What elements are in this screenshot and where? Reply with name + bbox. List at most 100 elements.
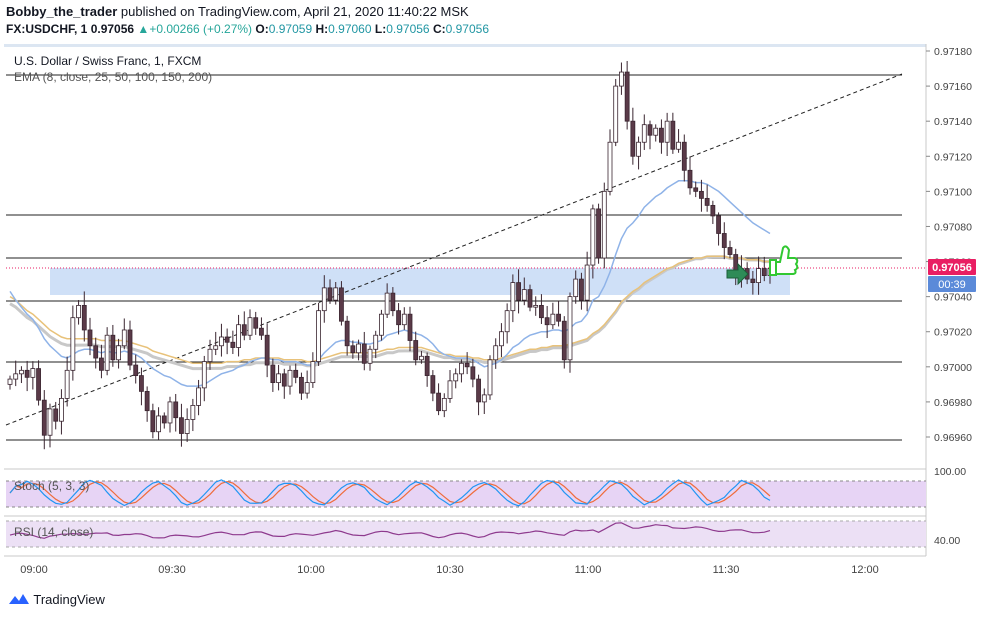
candle-body — [24, 369, 30, 378]
candle-body — [613, 85, 619, 143]
time-tick-label: 09:30 — [158, 564, 186, 576]
candle-body — [521, 289, 527, 301]
candle-body — [316, 310, 321, 362]
candle-body — [190, 405, 196, 420]
price-tick-label: 0.97100 — [934, 186, 972, 198]
stoch-lines — [9, 479, 771, 507]
time-tick-label: 09:00 — [20, 564, 48, 576]
support-zone[interactable] — [50, 268, 790, 295]
candle-body — [116, 345, 121, 361]
candle-body — [59, 397, 64, 422]
price-tick-label: 0.96980 — [934, 397, 972, 409]
candle-body — [499, 331, 504, 347]
candle-body — [699, 190, 704, 199]
candle-body — [601, 190, 607, 259]
horizontal-levels[interactable] — [6, 74, 902, 441]
candle-body — [636, 141, 641, 157]
time-axis[interactable]: 09:00 09:30 10:00 10:30 11:00 11:30 12:00 — [20, 564, 879, 576]
candle-body — [373, 334, 379, 350]
price-tick-label: 0.96960 — [934, 432, 972, 444]
candle-body — [287, 369, 293, 387]
candle-body — [264, 334, 270, 366]
candle-body — [19, 369, 24, 375]
candle-body — [436, 392, 441, 412]
published-text: published on TradingView.com, April 21, … — [120, 4, 469, 19]
candle-body — [110, 334, 116, 361]
candle-body — [333, 287, 339, 301]
rsi-polyline — [9, 522, 771, 539]
brand-text: TradingView — [33, 592, 105, 607]
candle-body — [419, 355, 424, 361]
candle-body — [693, 187, 699, 192]
candle-body — [241, 324, 247, 336]
candle-body — [710, 204, 716, 217]
candle-body — [413, 340, 419, 361]
stoch-legend: Stoch (5, 3, 3) — [14, 479, 89, 493]
candle-body — [367, 348, 373, 364]
candle-body — [619, 71, 624, 87]
candle-body — [64, 369, 70, 399]
candle-body — [81, 305, 87, 331]
candle-body — [304, 382, 310, 394]
close-value: 0.97056 — [445, 22, 490, 36]
author-name[interactable]: Bobby_the_trader — [6, 4, 118, 19]
thumbs-up-icon[interactable] — [769, 245, 799, 276]
price-tick-label: 0.97000 — [934, 362, 972, 374]
candle-body — [516, 282, 521, 301]
candle-body — [139, 375, 144, 392]
rsi-line — [9, 522, 771, 539]
candle-body — [459, 362, 464, 375]
candle-body — [167, 401, 173, 424]
candle-body — [104, 334, 110, 371]
rsi-legend: RSI (14, close) — [14, 525, 93, 539]
price-tick-label: 0.97020 — [934, 327, 972, 339]
candle-body — [447, 380, 453, 399]
time-tick-label: 12:00 — [851, 564, 879, 576]
symbol-label[interactable]: FX:USDCHF, 1 — [6, 22, 88, 36]
candle-body — [424, 355, 430, 376]
candle-body — [173, 401, 179, 419]
candle-body — [579, 278, 584, 301]
candle-body — [247, 317, 253, 336]
candle-body — [401, 313, 407, 326]
candle-body — [533, 305, 539, 308]
candle-body — [550, 313, 556, 326]
high-value: 0.97060 — [328, 22, 372, 36]
arrow-right-icon[interactable] — [726, 262, 749, 286]
candle-body — [150, 410, 156, 433]
candle-body — [133, 364, 139, 376]
price-tick-label: 0.97180 — [934, 46, 972, 58]
candle-body — [630, 120, 636, 157]
candle-body — [127, 329, 133, 366]
time-tick-label: 10:00 — [297, 564, 325, 576]
change-value: +0.00266 (+0.27%) — [149, 22, 253, 36]
candle-body — [99, 357, 104, 371]
ema-mid-line — [9, 255, 770, 365]
tradingview-logo[interactable]: TradingView — [8, 592, 105, 607]
candle-body — [379, 313, 384, 336]
countdown-text: 00:39 — [938, 279, 966, 291]
candle-body — [259, 327, 264, 336]
candle-body — [350, 345, 356, 354]
candle-body — [361, 343, 367, 364]
candle-body — [596, 208, 601, 259]
candle-body — [567, 296, 573, 361]
candles — [7, 60, 773, 450]
ema-short-line — [9, 180, 771, 387]
candle-body — [356, 343, 361, 354]
candle-body — [676, 141, 681, 150]
candle-body — [224, 336, 230, 343]
candle-body — [687, 169, 693, 189]
candle-body — [253, 317, 259, 329]
candle-body — [453, 373, 459, 382]
candle-body — [144, 390, 150, 412]
candle-body — [230, 341, 236, 348]
price-axis[interactable]: 0.97180 0.97160 0.97140 0.97120 0.97100 0.970… — [926, 46, 972, 444]
trendline[interactable] — [5, 73, 903, 426]
candle-body — [716, 215, 721, 234]
candle-body — [93, 345, 99, 359]
last-price: 0.97056 — [90, 22, 135, 36]
ohlc-header: FX:USDCHF, 1 0.97056 ▲+0.00266 (+0.27%) … — [6, 22, 489, 36]
current-price-text: 0.97056 — [932, 262, 972, 274]
chart-area[interactable]: 0.97180 0.97160 0.97140 0.97120 0.97100 0.970… — [0, 0, 988, 590]
